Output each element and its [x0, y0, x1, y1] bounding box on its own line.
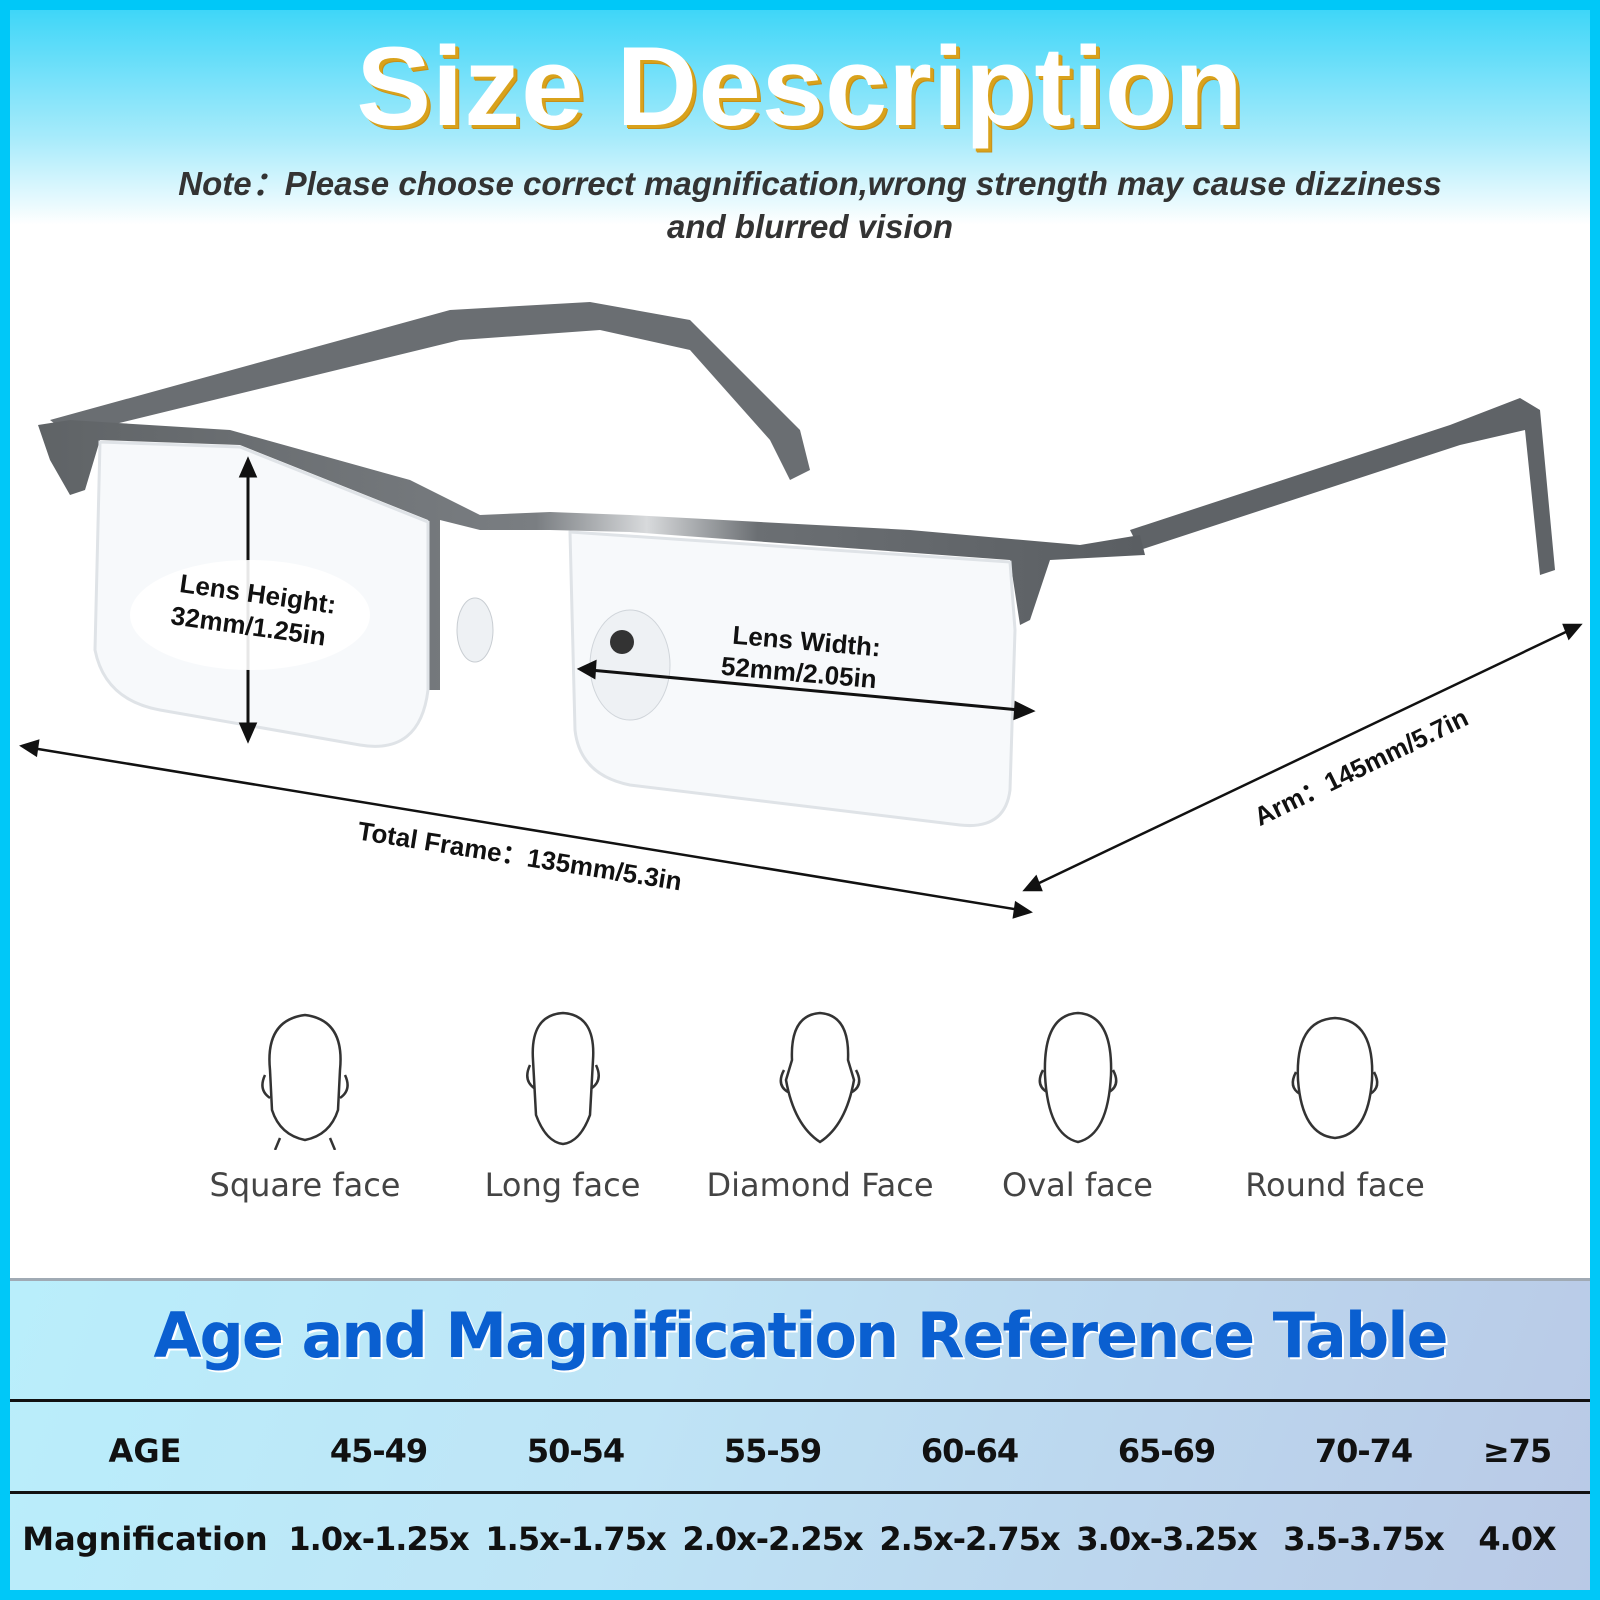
- magnification-cell: 1.0x-1.25x: [288, 1520, 469, 1558]
- face-round: Round face: [1230, 1010, 1440, 1204]
- face-label: Long face: [484, 1166, 641, 1204]
- diamond-face-icon: [779, 1011, 861, 1144]
- face-label: Oval face: [1002, 1166, 1153, 1204]
- table-divider: [10, 1491, 1590, 1494]
- round-face-icon: [1291, 1016, 1379, 1140]
- note: Note：Please choose correct magnification…: [110, 162, 1510, 248]
- magnification-table: Age and Magnification Reference Table AG…: [10, 1278, 1590, 1590]
- face-label: Round face: [1245, 1166, 1425, 1204]
- arm-arrow: [1022, 623, 1583, 892]
- glasses-diagram: Lens Height: 32mm/1.25in Lens Width: 52m…: [19, 302, 1583, 919]
- face-label: Diamond Face: [706, 1166, 934, 1204]
- face-diamond: Diamond Face: [707, 1010, 934, 1204]
- magnification-cell: 3.5-3.75x: [1283, 1520, 1445, 1558]
- age-cell: ≥75: [1482, 1432, 1552, 1470]
- note-line-1: Note：Please choose correct magnification…: [178, 165, 1442, 202]
- magnification-cell: 1.5x-1.75x: [485, 1520, 666, 1558]
- age-cell: 70-74: [1314, 1432, 1413, 1470]
- age-cell: 65-69: [1117, 1432, 1216, 1470]
- lens-width-arrow: [576, 659, 1036, 721]
- age-cell: 60-64: [920, 1432, 1019, 1470]
- magnification-header: Magnification: [22, 1520, 268, 1558]
- right-arm: [1130, 398, 1555, 575]
- magnification-cell: 2.5x-2.75x: [879, 1520, 1060, 1558]
- age-header: AGE: [108, 1432, 182, 1470]
- face-long: Long face: [458, 1010, 668, 1204]
- face-square: Square face: [200, 1010, 410, 1204]
- magnification-cell: 3.0x-3.25x: [1076, 1520, 1257, 1558]
- header-band: [10, 10, 1590, 225]
- age-cell: 45-49: [329, 1432, 428, 1470]
- total-frame-arrow: [19, 739, 1033, 919]
- square-face-icon: [261, 1013, 349, 1150]
- face-oval: Oval face: [973, 1010, 1183, 1204]
- page-title: Size Description: [356, 24, 1244, 149]
- product-image: Size Description Note：Please choose corr…: [10, 10, 1590, 1590]
- right-lens: [568, 530, 1017, 828]
- nose-pad-screw: [610, 630, 634, 654]
- magnification-row: Magnification 1.0x-1.25x 1.5x-1.75x 2.0x…: [10, 1509, 1590, 1569]
- nose-pad-right: [589, 609, 671, 721]
- table-title: Age and Magnification Reference Table: [153, 1299, 1448, 1372]
- age-cell: 50-54: [526, 1432, 625, 1470]
- magnification-cell: 2.0x-2.25x: [682, 1520, 863, 1558]
- nose-pad-left: [456, 597, 494, 663]
- left-arm: [50, 302, 810, 480]
- long-face-icon: [525, 1011, 600, 1146]
- age-cell: 55-59: [723, 1432, 822, 1470]
- lens-height-label-bg: [130, 560, 370, 670]
- face-shapes: Square face Long face Diamond Face Oval …: [200, 1010, 1440, 1204]
- face-label: Square face: [209, 1166, 401, 1204]
- table-divider: [10, 1399, 1590, 1402]
- magnification-cell: 4.0X: [1478, 1520, 1556, 1558]
- note-line-2: and blurred vision: [666, 208, 954, 245]
- age-row: AGE 45-49 50-54 55-59 60-64 65-69 70-74 …: [10, 1421, 1590, 1481]
- oval-face-icon: [1038, 1011, 1117, 1144]
